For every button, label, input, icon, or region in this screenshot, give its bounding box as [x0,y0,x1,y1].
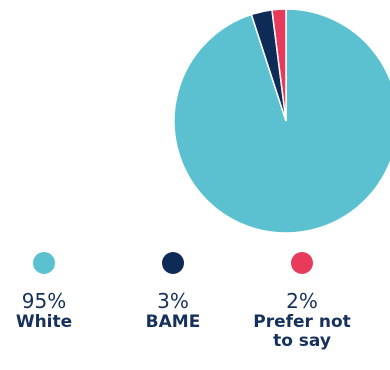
legend-value-prefer-not-to-say: 2% [286,289,318,313]
legend-label-white: White [15,312,73,332]
legend-value-bame: 3% [157,289,189,313]
legend-item-prefer-not-to-say: 2% Prefer not to say [237,252,367,351]
legend-value-white: 95% [21,289,67,313]
legend-label-bame: BAME [145,312,201,332]
pie-slice-prefer-not-to-say [271,8,287,122]
legend-swatch-white [33,252,55,274]
legend-swatch-prefer-not-to-say [291,252,313,274]
legend-swatch-bame [162,252,184,274]
pie-slice-white [173,8,390,234]
pie-chart [173,8,390,234]
legend-item-white: 95% White [0,252,109,332]
legend-label-prefer-not-to-say: Prefer not to say [253,312,351,351]
legend-item-bame: 3% BAME [108,252,238,332]
